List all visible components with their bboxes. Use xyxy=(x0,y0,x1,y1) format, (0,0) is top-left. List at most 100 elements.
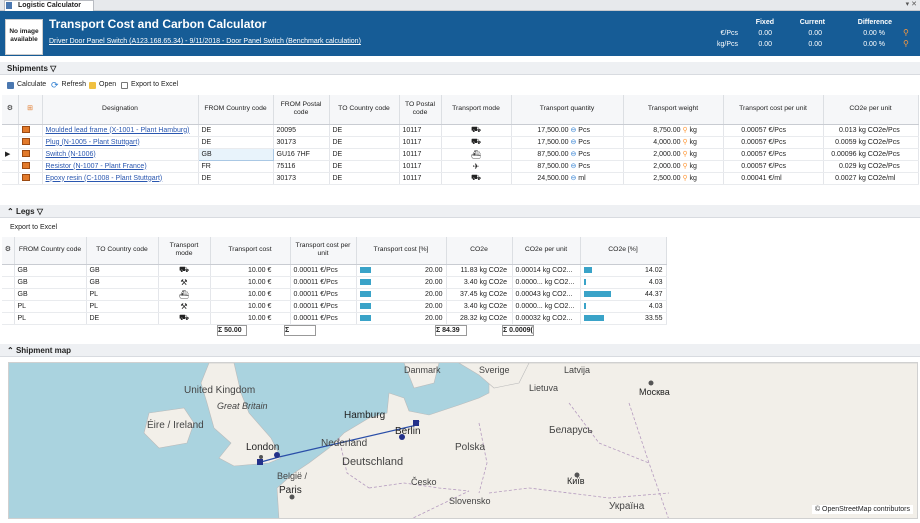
col-transport-cost[interactable]: Transport cost xyxy=(210,237,291,265)
designation-link[interactable]: Moulded lead frame (X-1001 - Plant Hambu… xyxy=(45,126,190,134)
cell-to-postal[interactable]: 10117 xyxy=(399,136,442,149)
route-point-berlin[interactable] xyxy=(413,420,419,426)
cell-to-country[interactable]: GB xyxy=(86,264,159,277)
cell-to-country[interactable]: DE xyxy=(329,136,400,149)
cell-cost-per-unit[interactable]: 0.00057 €/Pcs xyxy=(723,124,824,137)
collapse-icon[interactable]: ⌃ xyxy=(7,207,16,216)
cell-to-postal[interactable]: 10117 xyxy=(399,172,442,185)
route-point-london-2[interactable] xyxy=(274,452,280,458)
cell-co2-per-unit[interactable]: 0.0000... kg CO2... xyxy=(512,300,581,313)
table-row[interactable]: PL DE ⛟ 10.00 €0.00011 €/Pcs 20.00 28.32 kg C… xyxy=(2,312,667,325)
cell-cost[interactable]: 10.00 € xyxy=(210,300,291,313)
cell-cost-pct[interactable]: 20.00 xyxy=(356,288,447,301)
cell-cost-per-unit[interactable]: 0.00011 €/Pcs xyxy=(290,288,357,301)
cell-from-country[interactable]: DE xyxy=(198,172,274,185)
row-indicator[interactable] xyxy=(2,160,19,173)
cell-cost-pct[interactable]: 20.00 xyxy=(356,312,447,325)
table-row[interactable]: PL PL ⚒ 10.00 €0.00011 €/Pcs 20.00 3.40 kg CO… xyxy=(2,300,667,313)
cell-co2-per-unit[interactable]: 0.00014 kg CO2... xyxy=(512,264,581,277)
col-transport-mode[interactable]: Transport mode xyxy=(441,95,512,125)
cell-from-country[interactable]: DE xyxy=(198,124,274,137)
export-excel-button[interactable]: Export to Excel xyxy=(10,221,57,235)
link-icon[interactable]: ⊖ xyxy=(570,163,577,170)
cell-co2-pct[interactable]: 33.55 xyxy=(580,312,667,325)
cell-to-country[interactable]: PL xyxy=(86,300,159,313)
cell-designation[interactable]: Switch (N-1006) xyxy=(42,148,199,161)
subtitle-link[interactable]: Driver Door Panel Switch (A123.168.65.34… xyxy=(49,38,361,45)
cell-from-postal[interactable]: 75116 xyxy=(273,160,330,173)
cell-from-country[interactable]: GB xyxy=(14,276,87,289)
cell-transport-mode[interactable]: ⛟ xyxy=(158,264,211,277)
cell-transport-mode[interactable]: ⛴ xyxy=(158,288,211,301)
cell-from-postal[interactable]: GU16 7HF xyxy=(273,148,330,161)
row-indicator[interactable] xyxy=(2,264,15,277)
pin-icon[interactable]: ⚲ xyxy=(682,151,688,158)
cell-co2-pct[interactable]: 4.03 xyxy=(580,276,667,289)
cell-from-country[interactable]: DE xyxy=(198,136,274,149)
col-from-postal[interactable]: FROM Postal code xyxy=(273,95,330,125)
cell-quantity[interactable]: 24,500.00 ⊖ ml xyxy=(511,172,624,185)
cell-cost[interactable]: 10.00 € xyxy=(210,276,291,289)
cell-transport-mode[interactable]: ⛟ xyxy=(158,312,211,325)
route-point-berlin-2[interactable] xyxy=(399,434,405,440)
col-co2[interactable]: CO2e xyxy=(446,237,513,265)
shipments-section-header[interactable]: Shipments ▽ xyxy=(0,62,920,75)
col-transport-mode[interactable]: Transport mode xyxy=(158,237,211,265)
export-excel-button[interactable]: Export to Excel xyxy=(121,78,178,92)
cell-quantity[interactable]: 17,500.00 ⊖ Pcs xyxy=(511,136,624,149)
cell-transport-mode[interactable]: ⛟ xyxy=(441,136,512,149)
cell-to-postal[interactable]: 10117 xyxy=(399,124,442,137)
cell-transport-mode[interactable]: ⛟ xyxy=(441,172,512,185)
cell-from-country[interactable]: GB xyxy=(14,264,87,277)
map-credit[interactable]: © OpenStreetMap contributors xyxy=(811,505,913,514)
designation-link[interactable]: Plug (N-1005 - Plant Stuttgart) xyxy=(45,138,140,146)
designation-link[interactable]: Switch (N-1006) xyxy=(45,150,96,158)
cell-co2-pct[interactable]: 14.02 xyxy=(580,264,667,277)
cell-designation[interactable]: Epoxy resin (C-1008 - Plant Stuttgart) xyxy=(42,172,199,185)
cell-co2-pct[interactable]: 4.03 xyxy=(580,300,667,313)
row-indicator[interactable]: ▶ xyxy=(2,148,19,161)
col-to-country[interactable]: TO Country code xyxy=(329,95,400,125)
col-from-country[interactable]: FROM Country code xyxy=(198,95,274,125)
open-button[interactable]: Open xyxy=(89,78,116,92)
cell-quantity[interactable]: 87,500.00 ⊖ Pcs xyxy=(511,148,624,161)
cell-cost-per-unit[interactable]: 0.00057 €/Pcs xyxy=(723,136,824,149)
cell-co2[interactable]: 3.40 kg CO2e xyxy=(446,300,513,313)
filter-icon[interactable]: ▽ xyxy=(50,64,57,73)
table-row[interactable]: GB PL ⛴ 10.00 €0.00011 €/Pcs 20.00 37.45 kg C… xyxy=(2,288,667,301)
pin-icon[interactable]: ⚲ xyxy=(682,139,688,146)
cell-to-postal[interactable]: 10117 xyxy=(399,148,442,161)
cell-co2[interactable]: 3.40 kg CO2e xyxy=(446,276,513,289)
cell-designation[interactable]: Resistor (N-1007 - Plant France) xyxy=(42,160,199,173)
cell-weight[interactable]: 4,000.00 ⚲ kg xyxy=(623,136,724,149)
cell-to-country[interactable]: DE xyxy=(329,160,400,173)
row-select-header[interactable]: ⚙ xyxy=(2,95,19,125)
cell-from-postal[interactable]: 20095 xyxy=(273,124,330,137)
row-indicator[interactable] xyxy=(2,276,15,289)
filter-icon[interactable]: ▽ xyxy=(36,207,43,216)
cell-transport-mode[interactable]: ⚒ xyxy=(158,276,211,289)
cell-weight[interactable]: 2,000.00 ⚲ kg xyxy=(623,160,724,173)
cell-co2-pct[interactable]: 44.37 xyxy=(580,288,667,301)
row-indicator[interactable] xyxy=(2,312,15,325)
col-co2-per-unit[interactable]: CO2e per unit xyxy=(512,237,581,265)
cell-weight[interactable]: 8,750.00 ⚲ kg xyxy=(623,124,724,137)
cell-from-country[interactable]: PL xyxy=(14,300,87,313)
settings-header[interactable]: ⚙ xyxy=(2,237,15,265)
col-cost-per-unit[interactable]: Transport cost per unit xyxy=(290,237,357,265)
shipment-map[interactable]: United Kingdom Great Britain Éire / Irel… xyxy=(8,362,918,519)
cell-to-country[interactable]: DE xyxy=(329,124,400,137)
cell-designation[interactable]: Plug (N-1005 - Plant Stuttgart) xyxy=(42,136,199,149)
cell-from-country[interactable]: GB xyxy=(14,288,87,301)
cell-cost-per-unit[interactable]: 0.00057 €/Pcs xyxy=(723,148,824,161)
col-transport-weight[interactable]: Transport weight xyxy=(623,95,724,125)
col-cost-pct[interactable]: Transport cost [%] xyxy=(356,237,447,265)
link-icon[interactable]: ⊖ xyxy=(570,151,577,158)
cell-co2-per-unit[interactable]: 0.00096 kg CO2e/Pcs xyxy=(823,148,919,161)
cell-transport-mode[interactable]: ⛟ xyxy=(441,124,512,137)
table-row[interactable]: ▶ Switch (N-1006) GB GU16 7HF DE 10117 ⛴ 87,500… xyxy=(2,147,919,161)
cell-cost-pct[interactable]: 20.00 xyxy=(356,264,447,277)
tab-logistic-calculator[interactable]: Logistic Calculator xyxy=(4,0,94,11)
cell-co2-per-unit[interactable]: 0.029 kg CO2e/Pcs xyxy=(823,160,919,173)
table-row[interactable]: GB GB ⚒ 10.00 €0.00011 €/Pcs 20.00 3.40 kg CO… xyxy=(2,276,667,289)
